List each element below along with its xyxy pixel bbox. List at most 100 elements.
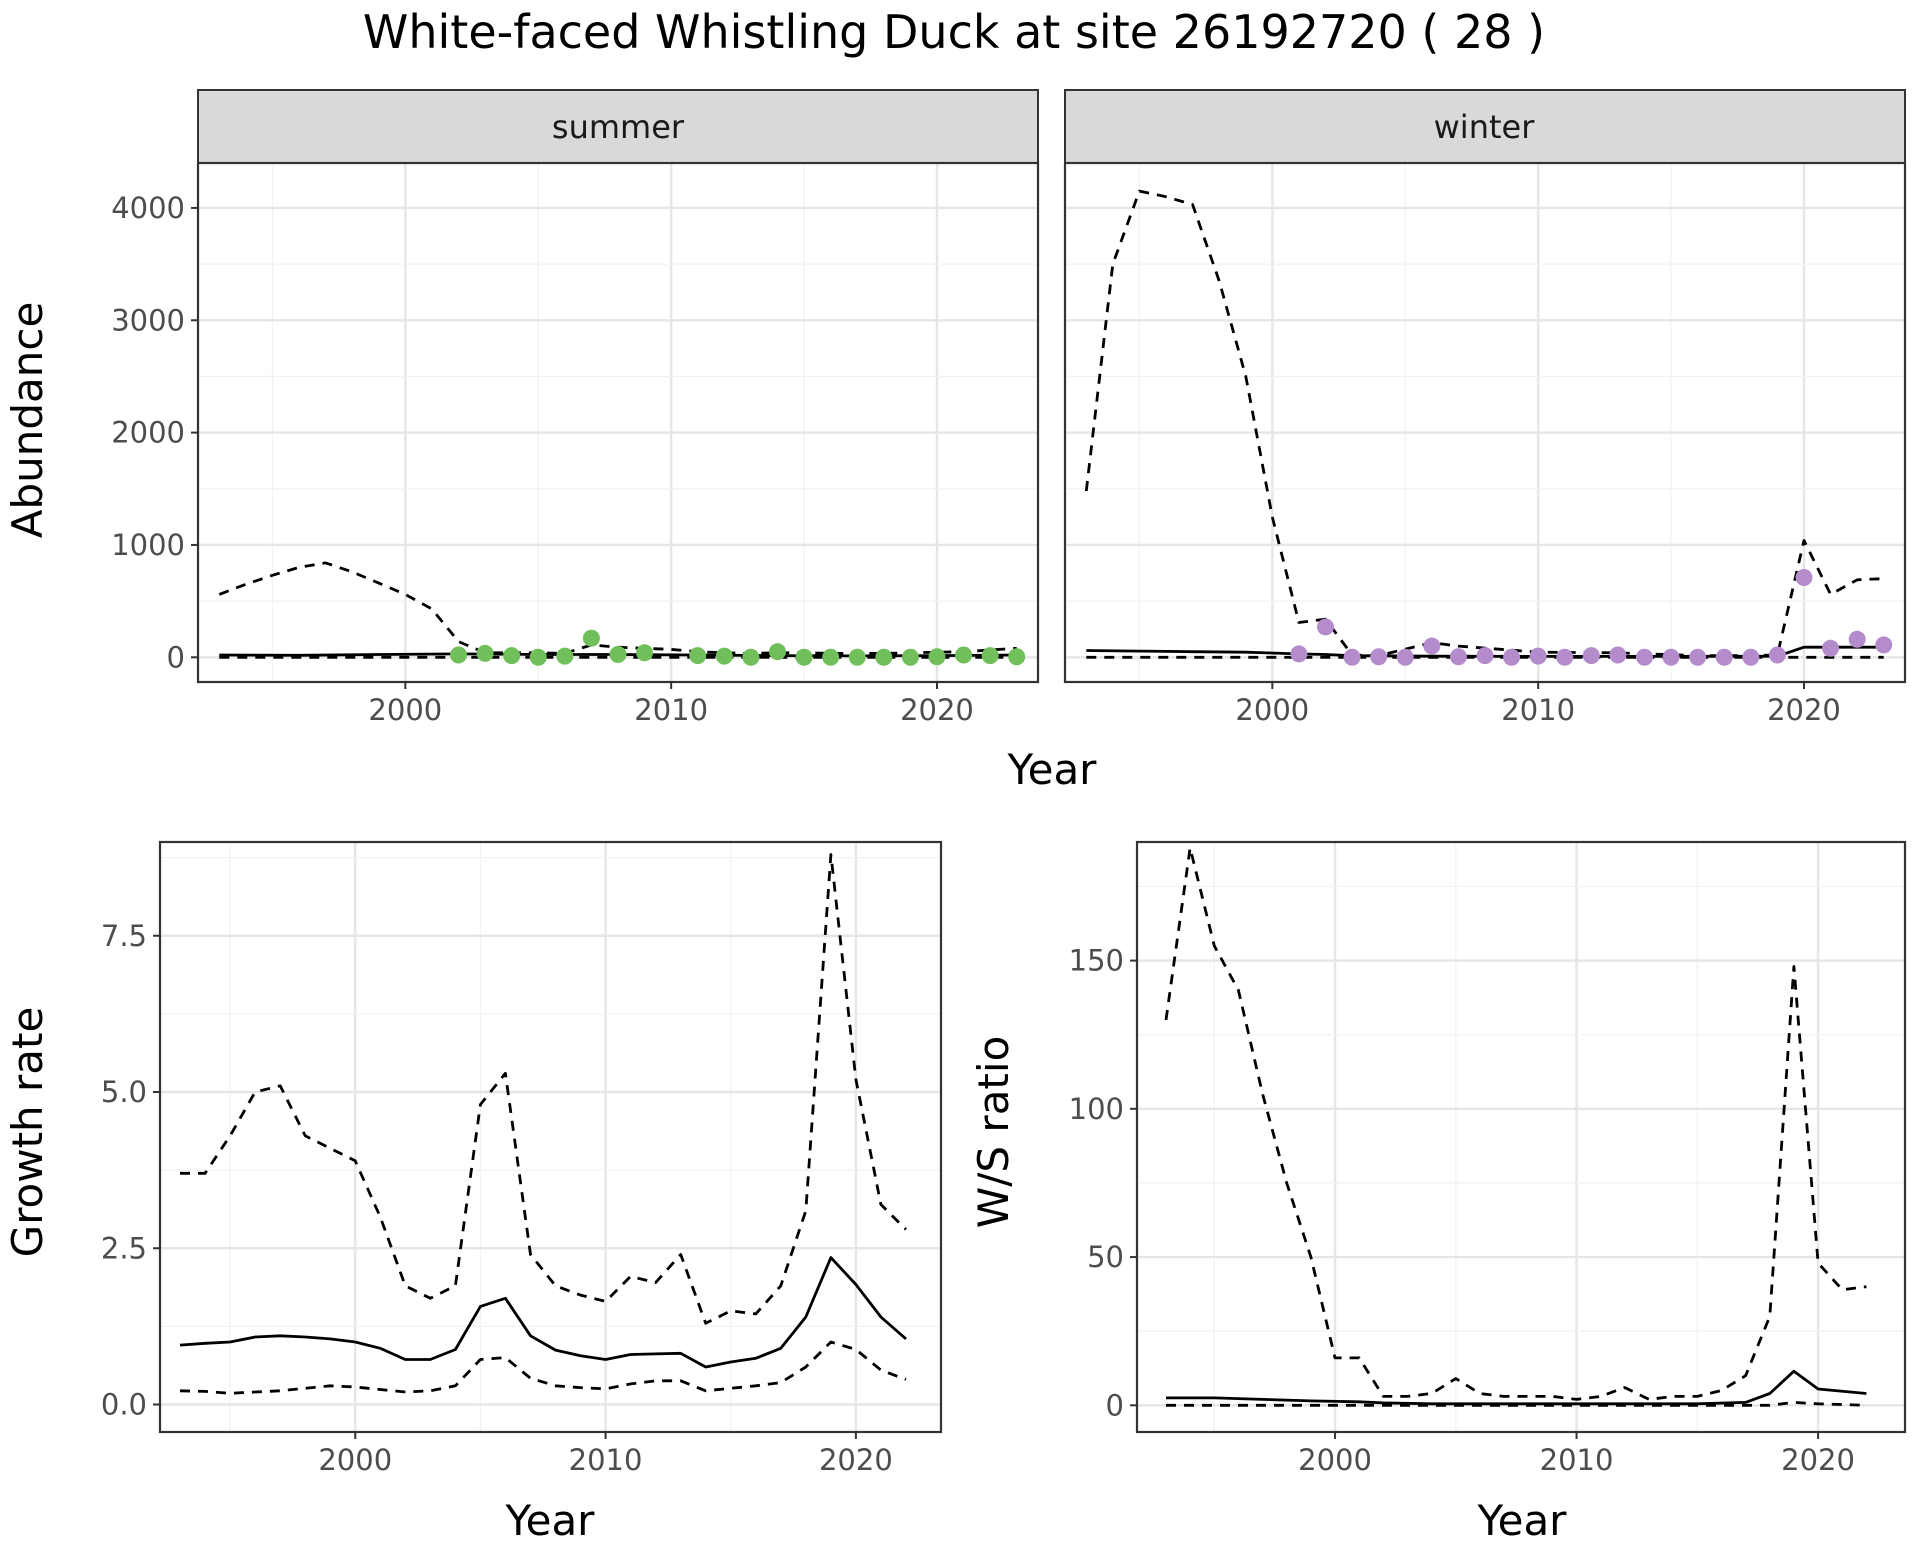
growth-x-axis-title: Year: [505, 1496, 596, 1545]
summer-observed-point: [450, 646, 468, 664]
summer-observed-point: [768, 643, 786, 661]
summer-x-tick-label: 2000: [368, 693, 442, 727]
winter-panel-border: [1063, 161, 1907, 684]
top-x-axis-title: Year: [1007, 745, 1098, 794]
figure-title: White-faced Whistling Duck at site 26192…: [363, 5, 1545, 59]
winter-series: [1084, 189, 1893, 666]
summer-observed-point: [875, 648, 893, 666]
growth-x-tick-label: 2020: [819, 1443, 893, 1477]
ratio-grid: [1137, 842, 1905, 1432]
winter-strip-label: winter: [1434, 108, 1536, 146]
growth-grid: [160, 842, 941, 1432]
ratio-x-tick-label: 2020: [1781, 1443, 1855, 1477]
summer-y-tick-label: 1000: [111, 528, 185, 562]
winter-observed-point: [1556, 648, 1574, 666]
winter-observed-point: [1715, 648, 1733, 666]
winter-x-tick-label: 2010: [1501, 693, 1575, 727]
winter-observed-point: [1370, 648, 1388, 666]
winter-observed-point: [1503, 648, 1521, 666]
summer-observed-point: [901, 648, 919, 666]
summer-panel: Abundance summer 2000 2010 2020 0 1000 2000 30…: [3, 89, 1040, 727]
ratio-x-tick-label: 2010: [1540, 1443, 1614, 1477]
growth-y-tick-label: 0.0: [101, 1388, 147, 1422]
winter-observed-point: [1290, 645, 1308, 663]
summer-plot-background: [198, 163, 1038, 682]
summer-observed-point: [822, 648, 840, 666]
winter-observed-point: [1662, 648, 1680, 666]
summer-x-tick-label: 2020: [900, 693, 974, 727]
winter-observed-point: [1848, 630, 1866, 648]
winter-observed-point: [1635, 648, 1653, 666]
winter-observed-point: [1768, 646, 1786, 664]
ratio-panel-border: [1135, 840, 1907, 1434]
growth-panel-border: [158, 840, 943, 1434]
summer-x-tick-label: 2010: [634, 693, 708, 727]
growth-y-tick-label: 7.5: [101, 919, 147, 953]
summer-y-tick-label: 4000: [111, 191, 185, 225]
growth-x-tick-label: 2000: [318, 1443, 392, 1477]
summer-observed-point: [556, 647, 574, 665]
ratio-plot-background: [1137, 842, 1905, 1432]
growth-y-axis-title: Growth rate: [3, 1007, 52, 1258]
ratio-panel: W/S ratio Year 2000 2010 2020 0 50 100 150: [969, 840, 1907, 1545]
summer-observed-point: [636, 644, 654, 662]
winter-plot-background: [1065, 163, 1905, 682]
ratio-y-tick-label: 100: [1069, 1092, 1124, 1126]
summer-observed-point: [529, 648, 547, 666]
summer-y-tick-label: 3000: [111, 303, 185, 337]
winter-observed-point: [1343, 648, 1361, 666]
summer-series: [218, 561, 1026, 666]
winter-x-tick-label: 2020: [1767, 693, 1841, 727]
winter-observed-point: [1822, 639, 1840, 657]
growth-mean-line: [179, 1256, 907, 1369]
ratio-y-axis-title: W/S ratio: [969, 1036, 1018, 1229]
winter-observed-point: [1423, 637, 1441, 655]
summer-observed-point: [715, 647, 733, 665]
winter-observed-point: [1317, 618, 1335, 636]
summer-observed-point: [742, 648, 760, 666]
winter-observed-point: [1689, 648, 1707, 666]
summer-observed-point: [582, 629, 600, 647]
ratio-x-axis-title: Year: [1477, 1496, 1568, 1545]
growth-panel: Growth rate Year 2000 2010 2020 0.0 2.5 5.0 7.…: [3, 840, 943, 1545]
growth-y-tick-label: 2.5: [101, 1231, 147, 1265]
ratio-series: [1164, 846, 1867, 1407]
ratio-lower-line: [1166, 1401, 1867, 1407]
summer-observed-point: [1008, 648, 1026, 666]
growth-y-tick-label: 5.0: [101, 1075, 147, 1109]
winter-observed-point: [1795, 569, 1813, 587]
winter-grid: [1065, 163, 1905, 682]
winter-observed-point: [1609, 646, 1627, 664]
summer-observed-point: [928, 648, 946, 666]
summer-observed-point: [609, 645, 627, 663]
summer-observed-point: [848, 648, 866, 666]
summer-observed-point: [795, 648, 813, 666]
winter-observed-point: [1476, 647, 1494, 665]
summer-y-tick-label: 2000: [111, 416, 185, 450]
winter-observed-point: [1875, 636, 1893, 654]
growth-plot-background: [160, 842, 941, 1432]
summer-observed-point: [503, 647, 521, 665]
ratio-x-tick-label: 2000: [1298, 1443, 1372, 1477]
ratio-mean-line: [1166, 1369, 1867, 1406]
winter-panel: winter 2000 2010 2020: [1063, 89, 1907, 727]
summer-strip: [197, 89, 1039, 164]
summer-y-tick-label: 0: [167, 640, 185, 674]
winter-observed-point: [1529, 647, 1547, 665]
ratio-y-tick-label: 150: [1069, 944, 1124, 978]
winter-observed-point: [1742, 648, 1760, 666]
growth-x-tick-label: 2010: [569, 1443, 643, 1477]
summer-observed-point: [689, 647, 707, 665]
ratio-y-tick-label: 0: [1106, 1388, 1124, 1422]
winter-observed-point: [1582, 647, 1600, 665]
growth-lower-line: [179, 1340, 907, 1395]
winter-observed-point: [1449, 648, 1467, 666]
summer-strip-label: summer: [552, 108, 685, 146]
summer-panel-border: [196, 161, 1040, 684]
ratio-y-tick-label: 50: [1087, 1240, 1124, 1274]
summer-grid: [198, 163, 1038, 682]
summer-observed-point: [981, 647, 999, 665]
winter-observed-point: [1396, 648, 1414, 666]
summer-y-axis-title: Abundance: [3, 302, 52, 539]
